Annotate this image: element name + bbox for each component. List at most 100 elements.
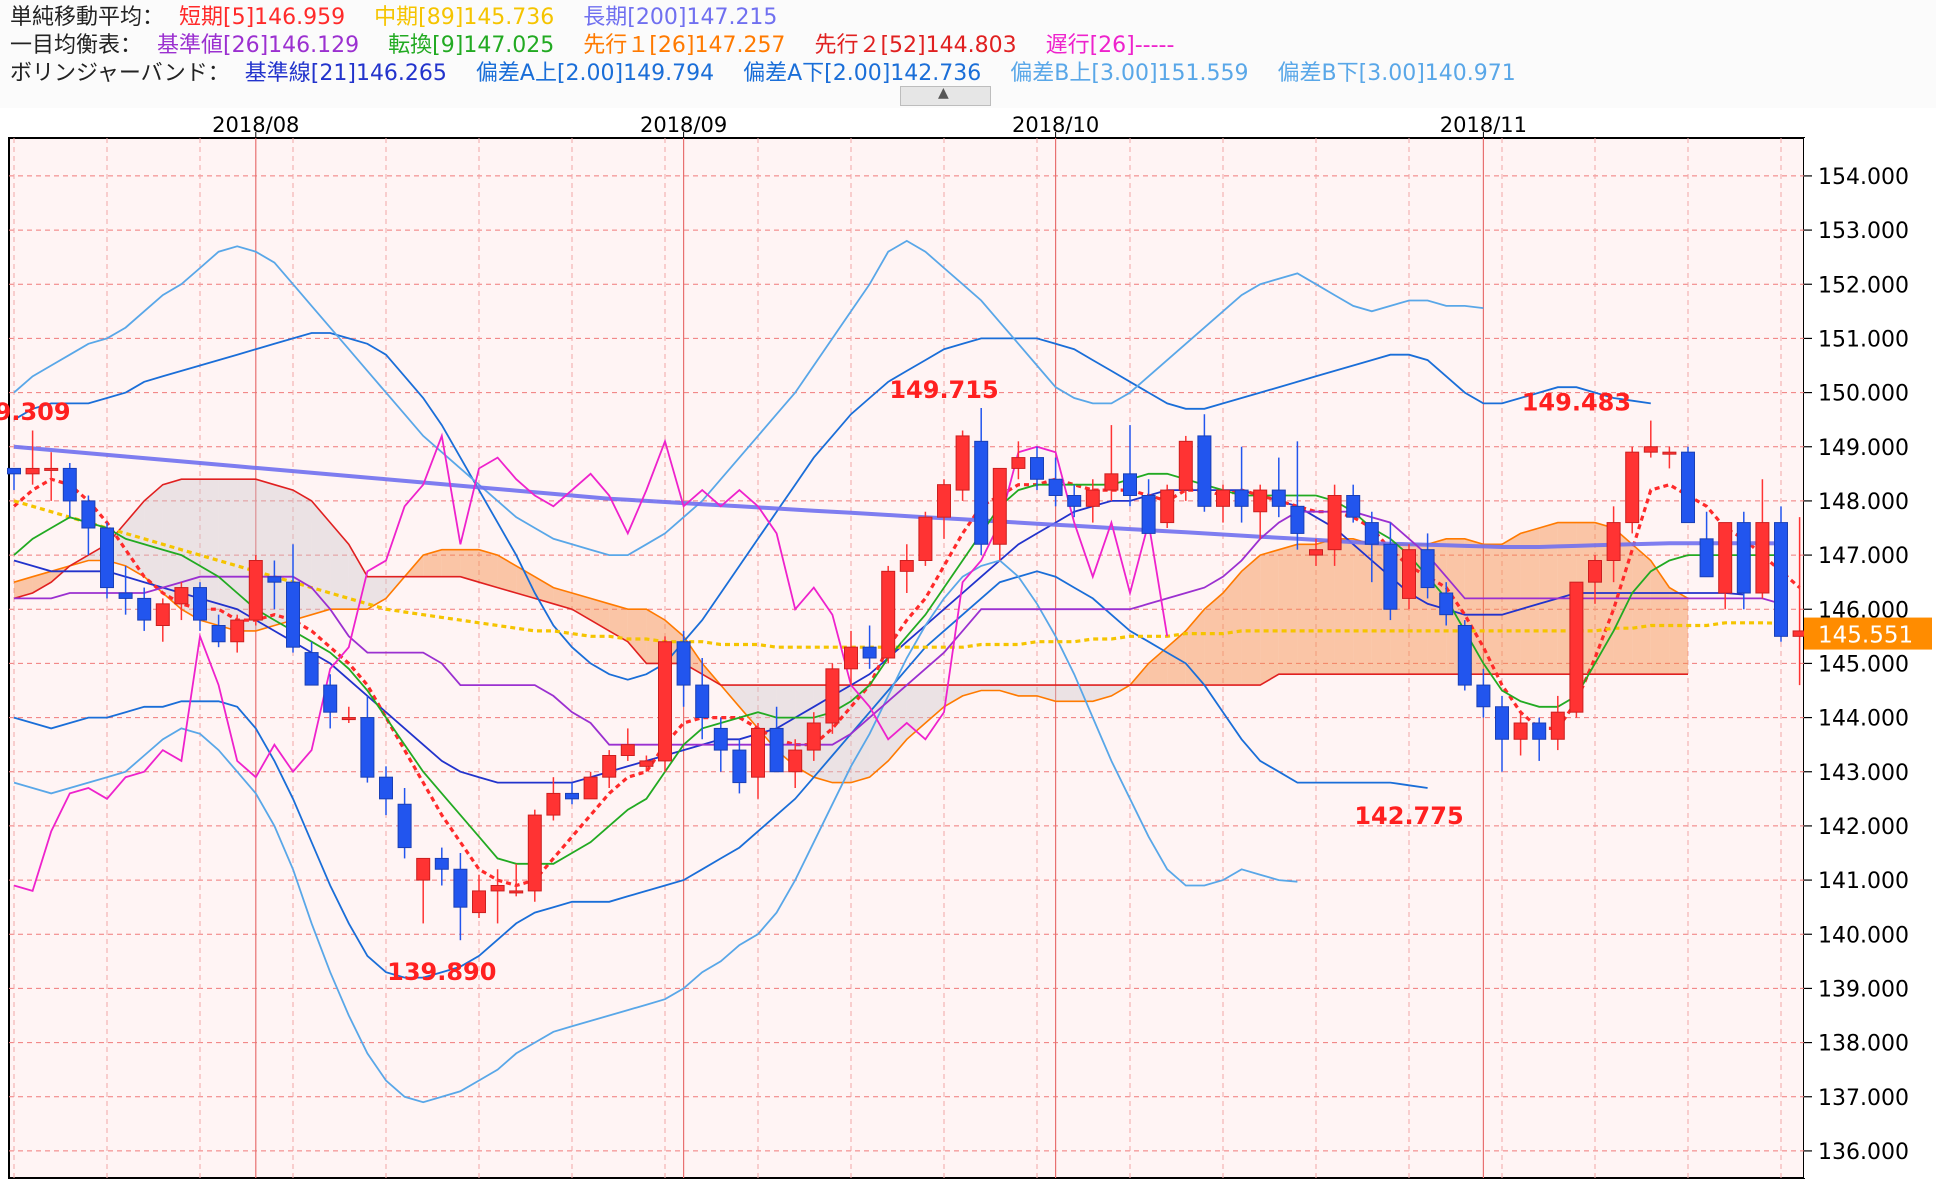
candle-body — [825, 668, 840, 724]
cloud-segment — [1669, 587, 1688, 675]
y-tick-label: 148.000 — [1818, 490, 1909, 515]
price-annotation: 9.309 — [0, 398, 71, 426]
candle-body — [304, 652, 319, 686]
indicator-line — [13, 472, 1781, 865]
candle-body — [230, 619, 245, 643]
candle-body — [286, 581, 300, 648]
candle-body — [1216, 489, 1230, 507]
cloud-segment — [479, 549, 498, 588]
candle — [472, 874, 486, 918]
candle-body — [1141, 495, 1156, 534]
y-tick-label: 139.000 — [1818, 977, 1909, 1002]
candle — [1011, 441, 1026, 480]
candle-body — [379, 776, 393, 800]
candlesticks — [7, 408, 1807, 941]
cloud-segment — [962, 685, 982, 696]
candle — [639, 755, 654, 772]
legend-ichimoku-lag: 遅行[26]----- — [1045, 33, 1175, 58]
candle — [527, 809, 542, 902]
last-price-label: 145.551 — [1818, 623, 1913, 649]
candle — [193, 582, 207, 631]
cloud-segment — [125, 500, 145, 577]
candle-body — [676, 641, 691, 686]
candle-body — [1364, 522, 1379, 545]
candle — [1699, 511, 1714, 578]
candle — [1160, 484, 1175, 528]
candle — [1513, 712, 1528, 756]
cloud-segment — [981, 685, 1000, 691]
candle — [695, 658, 710, 740]
candle — [583, 771, 598, 800]
candle-body — [1160, 489, 1175, 524]
candle — [267, 560, 282, 610]
cloud-segment — [1334, 538, 1354, 675]
cloud-segment — [423, 549, 442, 577]
candle — [1309, 538, 1323, 566]
candle — [1495, 695, 1509, 772]
candle-body — [1123, 473, 1137, 497]
candle-body — [1234, 489, 1249, 507]
candle — [1774, 506, 1788, 642]
cloud-segment — [888, 685, 907, 761]
cloud-segment — [330, 522, 349, 610]
cloud-segment — [516, 565, 535, 599]
candle-body — [527, 814, 542, 892]
candle — [1662, 446, 1677, 469]
candle — [1067, 484, 1082, 518]
cloud-segment — [1297, 544, 1316, 675]
y-tick-label: 149.000 — [1818, 436, 1909, 461]
x-tick-label: 2018/08 — [212, 113, 299, 137]
y-tick-label: 141.000 — [1818, 869, 1909, 894]
cloud-segment — [739, 685, 758, 729]
cloud-segment — [181, 479, 200, 621]
candle-body — [453, 868, 468, 908]
candle — [1085, 479, 1100, 523]
candle — [1104, 425, 1119, 501]
legend-collapse-button[interactable]: ▲ — [900, 85, 991, 106]
candle — [1346, 484, 1361, 523]
candle — [304, 641, 319, 686]
legend-bollinger-label: ボリンジャーバンド： — [10, 61, 230, 86]
cloud-segment — [1185, 609, 1205, 686]
candle-body — [1253, 489, 1268, 513]
price-annotations: 9.309 149.715 139.890 142.775 149.483 — [0, 376, 1631, 986]
candle — [360, 695, 375, 783]
indicator-line — [13, 444, 1782, 549]
legend-sma-mid: 中期[89]145.736 — [374, 5, 555, 30]
cloud-segment — [1241, 555, 1261, 686]
price-annotation: 139.890 — [387, 958, 496, 986]
candle-body — [434, 857, 449, 870]
legend-ichimoku-spanB: 先行２[52]144.803 — [814, 33, 1017, 58]
candle-body — [397, 803, 412, 849]
candle — [1290, 441, 1305, 550]
candle — [676, 630, 691, 707]
candle-body — [1178, 440, 1193, 491]
candle — [1234, 446, 1249, 523]
candle-body — [1085, 489, 1100, 507]
candle-body — [44, 467, 59, 471]
candle — [379, 766, 393, 816]
candle-body — [267, 576, 282, 583]
indicator-line — [13, 432, 1169, 893]
legend-ichimoku-row: 一目均衡表： 基準値[26]146.129 転換[9]147.025 先行１[2… — [10, 32, 1196, 60]
candle — [1030, 446, 1044, 491]
candle-body — [193, 587, 207, 621]
candle-body — [341, 717, 356, 721]
candle-body — [1067, 495, 1082, 507]
candle-body — [1755, 522, 1770, 594]
candle — [825, 663, 840, 734]
x-tick-label: 2018/10 — [1012, 113, 1099, 137]
cloud-segment — [925, 685, 944, 723]
candle — [1197, 414, 1212, 512]
cloud-segment — [1650, 560, 1670, 675]
price-chart[interactable]: 9.309 149.715 139.890 142.775 149.483 154.00… — [0, 108, 1936, 1186]
candle — [1048, 457, 1063, 507]
candle-body — [788, 749, 803, 773]
y-tick-label: 136.000 — [1818, 1140, 1909, 1165]
indicator-legend: 単純移動平均： 短期[5]146.959 中期[89]145.736 長期[20… — [0, 0, 1936, 108]
candle-body — [1309, 549, 1323, 556]
candle-body — [472, 890, 486, 914]
candle-body — [137, 597, 152, 621]
candle-body — [937, 484, 951, 518]
candle-body — [7, 467, 21, 475]
